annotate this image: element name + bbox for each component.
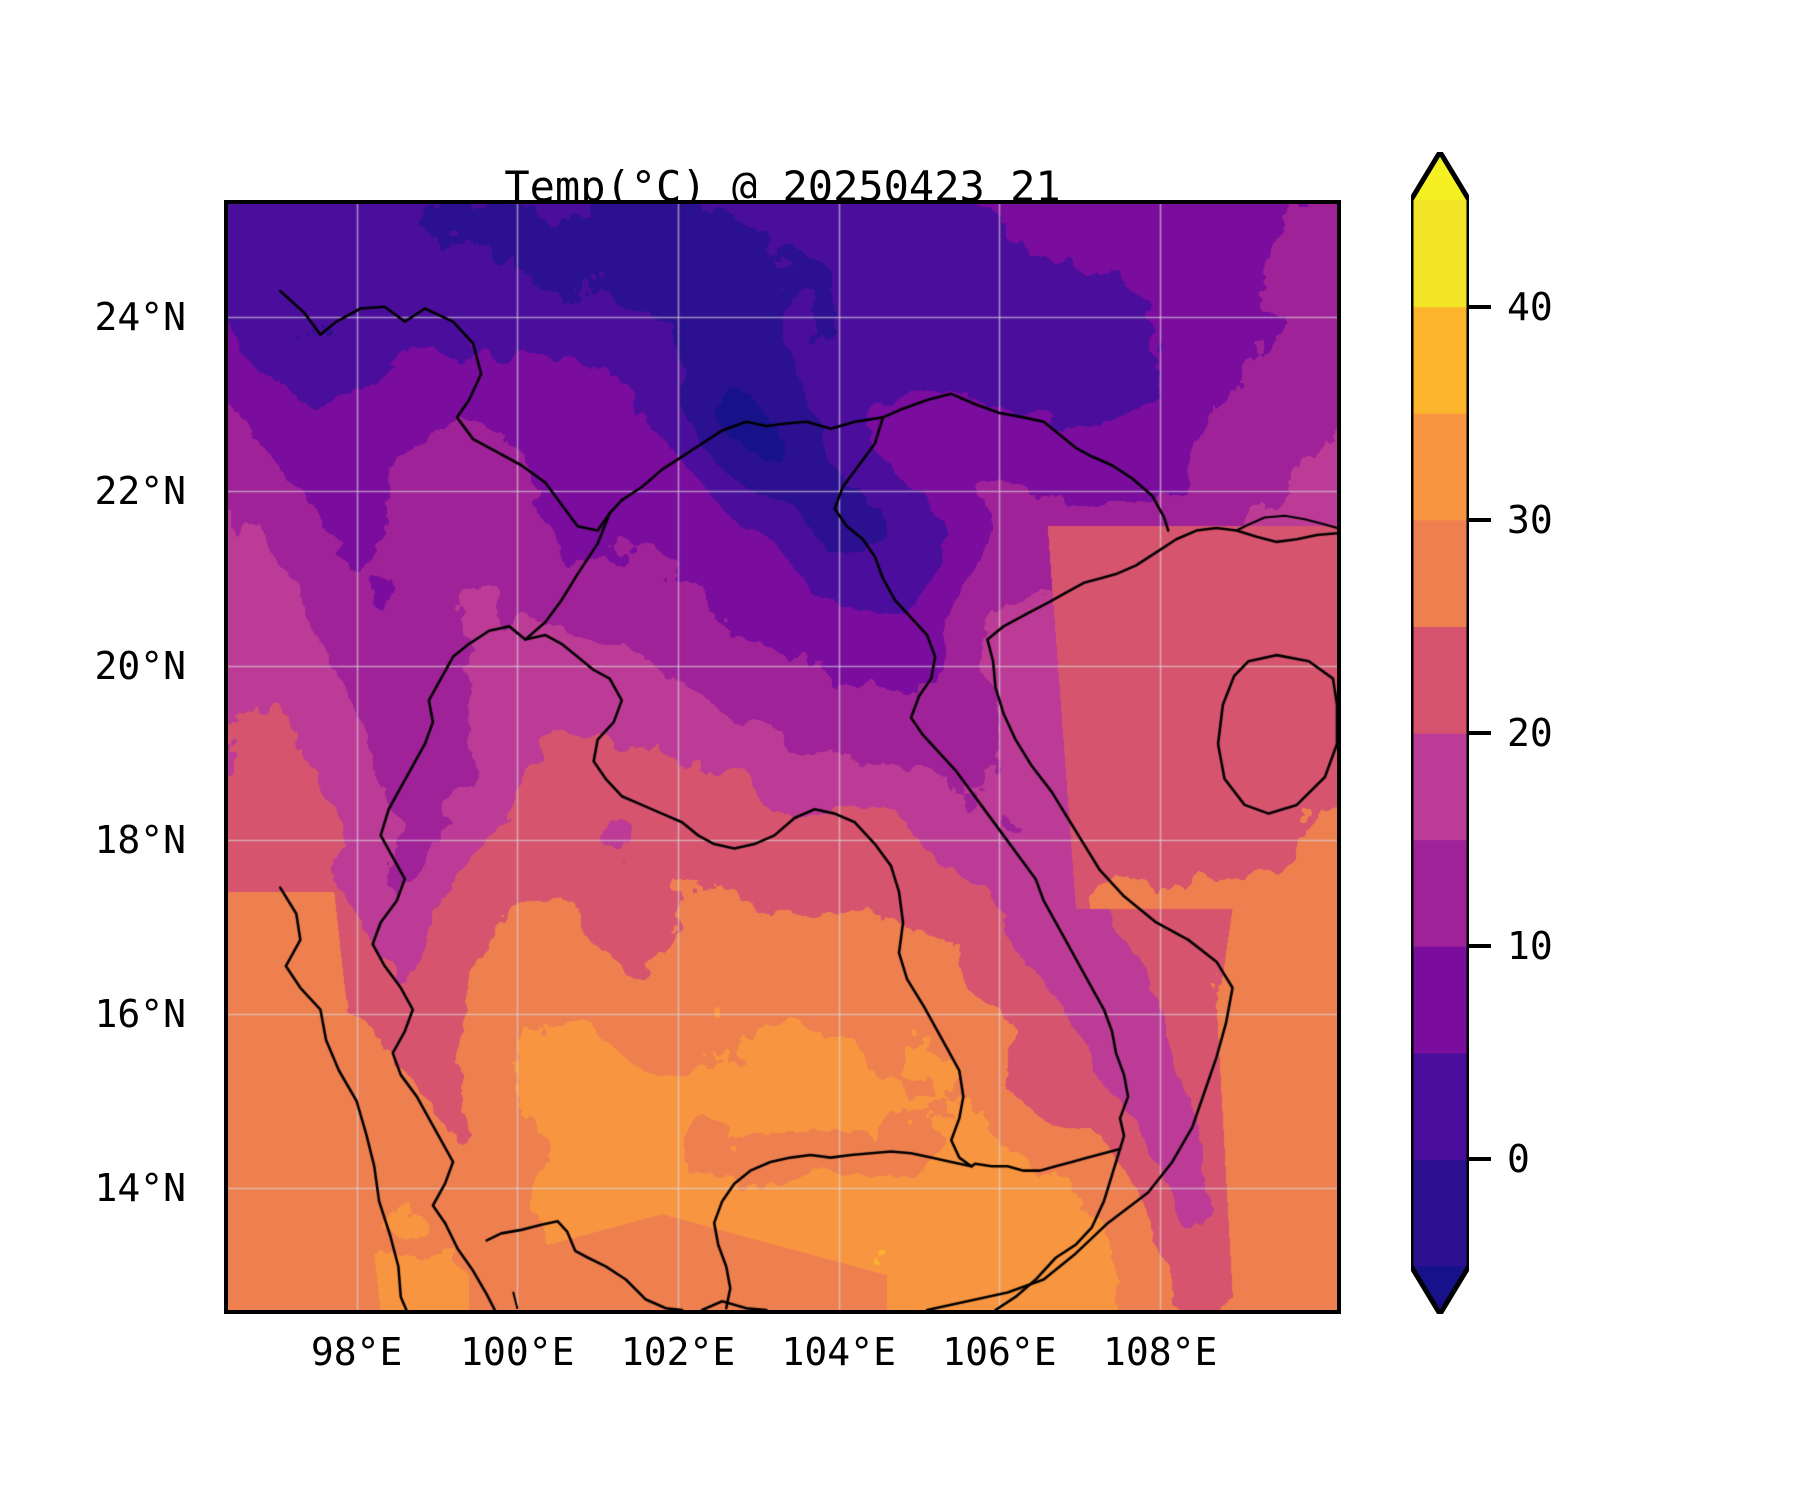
temperature-field — [228, 204, 1337, 1310]
colorbar-tick-mark-10 — [1469, 944, 1491, 949]
longitude-tick-98: 98°E — [310, 1330, 403, 1374]
colorbar-tick-20: 20 — [1507, 711, 1553, 755]
latitude-tick-22: 22°N — [94, 469, 186, 514]
colorbar-tick-10: 10 — [1507, 924, 1553, 969]
colorbar-tick-mark-20 — [1469, 731, 1491, 735]
colorbar-tick-30: 30 — [1507, 497, 1553, 542]
colorbar-tick-40: 40 — [1507, 284, 1553, 329]
longitude-tick-100: 100°E — [460, 1330, 575, 1374]
longitude-tick-102: 102°E — [620, 1330, 736, 1374]
colorbar-gradient — [1411, 152, 1469, 1314]
latitude-tick-16: 16°N — [94, 991, 186, 1036]
longitude-tick-108: 108°E — [1102, 1330, 1218, 1374]
latitude-tick-14: 14°N — [94, 1166, 186, 1211]
latitude-tick-20: 20°N — [94, 643, 186, 688]
longitude-tick-104: 104°E — [781, 1330, 896, 1374]
latitude-tick-24: 24°N — [94, 295, 186, 340]
colorbar-tick-mark-40 — [1469, 304, 1491, 309]
colorbar — [1411, 152, 1469, 1314]
colorbar-tick-mark-0 — [1469, 1157, 1491, 1162]
longitude-tick-106: 106°E — [942, 1330, 1057, 1374]
colorbar-tick-0: 0 — [1507, 1137, 1530, 1182]
map-axes — [224, 200, 1341, 1314]
latitude-tick-18: 18°N — [94, 817, 186, 862]
colorbar-tick-mark-30 — [1469, 517, 1491, 522]
